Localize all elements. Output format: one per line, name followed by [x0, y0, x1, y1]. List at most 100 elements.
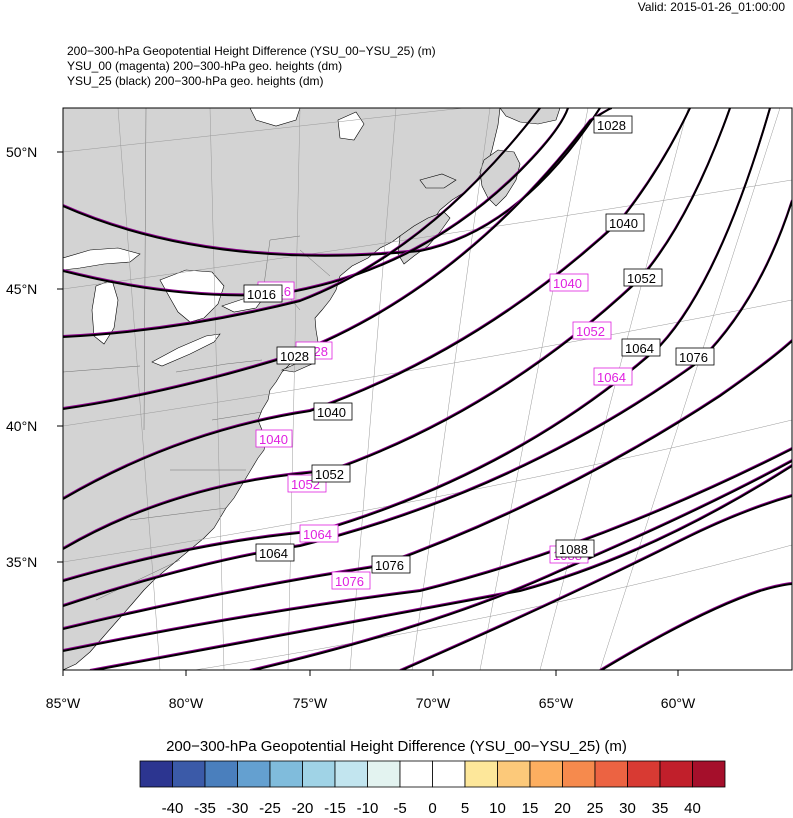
colorbar-swatch	[692, 760, 726, 788]
gulf-st-lawrence-water	[337, 111, 365, 141]
lat-label-50n: 50°N	[6, 144, 37, 160]
colorbar-swatch	[529, 760, 563, 788]
lake-michigan	[91, 279, 119, 345]
svg-text:1028: 1028	[597, 118, 626, 133]
map-frame	[62, 107, 793, 671]
lon-label-65w: 65°W	[539, 695, 574, 711]
colorbar-swatch	[627, 760, 661, 788]
colorbar-tick-label: -10	[356, 800, 379, 817]
black-label-1016: 1016	[243, 284, 283, 303]
lake-erie	[151, 333, 221, 367]
title-line-difference: 200−300-hPa Geopotential Height Differen…	[67, 44, 436, 58]
lake-superior	[63, 247, 141, 271]
magenta-label-1064-a: 1064	[299, 524, 339, 543]
lon-label-60w: 60°W	[661, 695, 696, 711]
colorbar-tick-label: 20	[554, 800, 571, 817]
colorbar-tick-label: -40	[161, 800, 184, 817]
colorbar-swatch	[237, 760, 271, 788]
svg-text:1088: 1088	[559, 542, 588, 557]
black-label-1028-b: 1028	[593, 115, 633, 134]
lon-label-70w: 70°W	[416, 695, 451, 711]
colorbar-swatch	[204, 760, 238, 788]
svg-text:1064: 1064	[597, 370, 626, 385]
colorbar-tick-label: -5	[393, 800, 407, 817]
magenta-label-1040-b: 1040	[549, 273, 589, 292]
colorbar-tick-label: 15	[521, 800, 539, 817]
black-label-1040-a: 1040	[313, 402, 353, 421]
black-label-1028-a: 1028	[276, 346, 316, 365]
svg-text:1064: 1064	[625, 341, 654, 356]
lake-huron	[159, 269, 225, 323]
colorbar-title: 200−300-hPa Geopotential Height Differen…	[166, 738, 627, 755]
hudson-bay-water	[249, 108, 301, 127]
colorbar	[139, 760, 726, 788]
colorbar-swatch	[399, 760, 433, 788]
colorbar-swatch	[562, 760, 596, 788]
colorbar-tick-label: 25	[586, 800, 604, 817]
title-line-magenta: YSU_00 (magenta) 200−300-hPa geo. height…	[67, 59, 343, 73]
colorbar-tick-label: 0	[428, 800, 437, 817]
colorbar-tick-label: -25	[259, 800, 281, 817]
colorbar-swatch	[659, 760, 693, 788]
land-anticosti	[419, 173, 457, 189]
colorbar-swatch	[367, 760, 401, 788]
colorbar-tick-label: 5	[460, 800, 470, 817]
svg-text:1040: 1040	[553, 276, 582, 291]
svg-text:1064: 1064	[259, 546, 288, 561]
colorbar-swatch	[302, 760, 336, 788]
colorbar-swatch	[269, 760, 303, 788]
lat-label-35n: 35°N	[6, 554, 37, 570]
svg-text:1052: 1052	[627, 271, 656, 286]
black-label-1052-b: 1052	[623, 268, 663, 287]
svg-text:1052: 1052	[315, 467, 344, 482]
colorbar-tick-label: -15	[324, 800, 346, 817]
colorbar-labels: -40 -35 -30 -25 -20 -15 -10 -5 0 5 10 15 20 25 30 35 40	[0, 800, 793, 818]
svg-text:1040: 1040	[317, 405, 346, 420]
svg-text:1028: 1028	[280, 349, 309, 364]
svg-text:1052: 1052	[576, 324, 605, 339]
lon-label-75w: 75°W	[293, 695, 328, 711]
magenta-label-1040-a: 1040	[255, 429, 293, 448]
svg-text:1040: 1040	[609, 216, 638, 231]
colorbar-tick-label: 30	[619, 800, 636, 817]
lon-label-85w: 85°W	[46, 695, 81, 711]
black-label-1076-a: 1076	[371, 555, 411, 574]
colorbar-tick-label: -20	[291, 800, 314, 817]
plot-titles: 200−300-hPa Geopotential Height Differen…	[67, 44, 436, 89]
map-plot-area: 1016 1028 1040 1052 1064 1076 1088 1040 …	[63, 108, 792, 670]
colorbar-swatch	[432, 760, 466, 788]
black-label-1064-a: 1064	[255, 543, 295, 562]
black-contour-labels: 1016 1028 1040 1052 1064 1076 1088 1028 …	[243, 115, 715, 574]
colorbar-tick-label: -35	[194, 800, 216, 817]
black-label-1040-b: 1040	[605, 213, 645, 232]
svg-text:1064: 1064	[303, 527, 332, 542]
land-labrador	[499, 108, 561, 125]
black-label-1088: 1088	[555, 539, 595, 558]
colorbar-tick-label: 10	[489, 800, 506, 817]
colorbar-swatch	[464, 760, 498, 788]
magenta-label-1076-a: 1076	[331, 571, 371, 590]
lat-label-40n: 40°N	[6, 418, 37, 434]
colorbar-swatch	[334, 760, 368, 788]
svg-text:1076: 1076	[375, 558, 404, 573]
colorbar-swatch	[172, 760, 206, 788]
lat-label-45n: 45°N	[6, 281, 37, 297]
land-newfoundland	[479, 149, 521, 207]
svg-text:1040: 1040	[259, 432, 288, 447]
black-label-1052-a: 1052	[311, 464, 351, 483]
axis-ticks	[57, 151, 679, 676]
black-label-1064-b: 1064	[621, 338, 661, 357]
height-contours	[63, 108, 792, 670]
colorbar-swatch	[594, 760, 628, 788]
svg-text:1016: 1016	[247, 287, 276, 302]
colorbar-swatch	[497, 760, 531, 788]
colorbar-tick-label: 40	[684, 800, 701, 817]
svg-text:1076: 1076	[679, 350, 708, 365]
magenta-label-1064-b: 1064	[593, 367, 633, 386]
colorbar-tick-label: -30	[226, 800, 249, 817]
svg-text:1076: 1076	[335, 574, 364, 589]
black-label-1076-b: 1076	[675, 347, 715, 366]
colorbar-swatch	[139, 760, 173, 788]
valid-time-label: Valid: 2015-01-26_01:00:00	[637, 0, 785, 14]
